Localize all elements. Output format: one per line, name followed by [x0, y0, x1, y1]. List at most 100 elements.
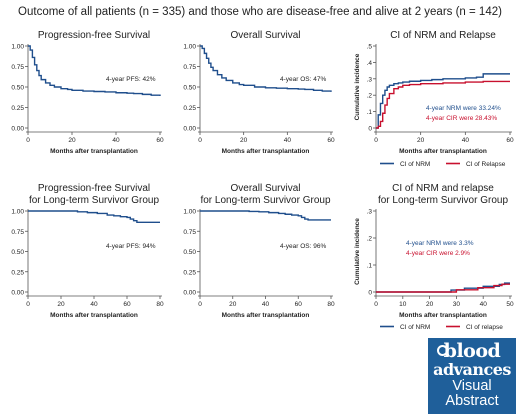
- y-tick-label: 1.00: [11, 209, 24, 216]
- series-line: [28, 45, 161, 97]
- series-line: [376, 283, 510, 293]
- y-axis-label: Cumulative incidence: [354, 53, 361, 120]
- x-tick-label: 0: [374, 301, 378, 308]
- legend-label: CI of relapse: [466, 324, 503, 331]
- legend-label: CI of NRM: [400, 324, 430, 331]
- y-tick-label: 1.00: [183, 209, 196, 216]
- y-tick-label: 0.25: [183, 269, 196, 276]
- y-tick-label: .5: [367, 44, 373, 51]
- chart-annotation: 4-year NRM were 33.24%: [426, 105, 501, 112]
- y-tick-label: .2: [367, 236, 373, 243]
- chart-title: Overall Survival: [230, 30, 300, 41]
- chart-annotation: 4-year OS: 96%: [280, 243, 326, 250]
- y-tick-label: 0.75: [11, 229, 24, 236]
- y-tick-label: 0.00: [11, 290, 24, 297]
- x-tick-label: 0: [26, 301, 30, 308]
- x-tick-label: 80: [156, 301, 164, 308]
- x-tick-label: 10: [399, 301, 407, 308]
- chart-annotation: 4-year PFS: 42%: [106, 76, 156, 83]
- y-tick-label: 0.00: [11, 126, 24, 133]
- x-axis-label: Months after transplantation: [222, 312, 310, 319]
- y-tick-label: 0: [368, 290, 372, 297]
- y-tick-label: 0.25: [11, 269, 24, 276]
- chart-title: Progression-free Survival: [38, 30, 150, 41]
- x-tick-label: 20: [426, 301, 434, 308]
- y-tick-label: .1: [367, 109, 373, 116]
- chart-title: CI of NRM and Relapse: [390, 30, 496, 41]
- x-tick-label: 20: [68, 137, 76, 144]
- y-tick-label: 0.75: [183, 64, 196, 71]
- x-tick-label: 40: [480, 301, 488, 308]
- y-tick-label: .2: [367, 93, 373, 100]
- y-tick-label: 0.75: [183, 229, 196, 236]
- x-tick-label: 60: [123, 301, 131, 308]
- chart-subtitle: for Long-term Survivor Group: [378, 195, 508, 206]
- chart-subtitle: for Long-term Survivor Group: [200, 195, 330, 206]
- main-title: Outcome of all patients (n = 335) and th…: [18, 6, 502, 18]
- y-tick-label: 1.00: [183, 44, 196, 51]
- chart-title: Progression-free Survival: [38, 183, 150, 194]
- x-tick-label: 60: [327, 137, 335, 144]
- logo-line-3b: Abstract: [445, 393, 499, 409]
- x-axis-label: Months after transplantation: [50, 312, 138, 319]
- x-tick-label: 0: [26, 137, 30, 144]
- x-axis-label: Months after transplantation: [399, 148, 487, 155]
- x-tick-label: 20: [417, 137, 425, 144]
- y-tick-label: .3: [367, 209, 373, 216]
- x-tick-label: 60: [295, 301, 303, 308]
- x-tick-label: 40: [262, 301, 270, 308]
- x-tick-label: 50: [506, 301, 514, 308]
- y-tick-label: 0.00: [183, 126, 196, 133]
- legend-label: CI of Relapse: [466, 161, 506, 168]
- x-axis-label: Months after transplantation: [399, 312, 487, 319]
- x-tick-label: 20: [240, 137, 248, 144]
- x-tick-label: 40: [462, 137, 470, 144]
- chart-annotation: 4-year OS: 47%: [280, 76, 326, 83]
- chart-title: Overall Survival: [230, 183, 300, 194]
- logo-line-3a: Visual: [452, 378, 492, 394]
- series-line: [200, 210, 331, 221]
- y-tick-label: 0: [368, 126, 372, 133]
- y-axis-label: Cumulative incidence: [354, 218, 361, 285]
- logo-line-2: advances: [433, 360, 511, 379]
- series-line: [200, 45, 332, 92]
- x-tick-label: 0: [198, 301, 202, 308]
- y-tick-label: 0.50: [183, 85, 196, 92]
- x-axis-label: Months after transplantation: [50, 148, 138, 155]
- x-tick-label: 30: [453, 301, 461, 308]
- y-tick-label: 0.75: [11, 64, 24, 71]
- series-line: [28, 210, 160, 224]
- chart-subtitle: for Long-term Survivor Group: [29, 195, 159, 206]
- chart-annotation: 4-year NRM were 3.3%: [406, 240, 474, 247]
- x-tick-label: 80: [327, 301, 335, 308]
- blood-advances-logo: blood advances Visual Abstract: [428, 338, 516, 414]
- chart-annotation: 4-year CIR were 2.9%: [406, 250, 470, 257]
- x-tick-label: 40: [284, 137, 292, 144]
- logo-line-1: blood: [443, 340, 501, 362]
- y-tick-label: 0.25: [183, 105, 196, 112]
- y-tick-label: 0.50: [11, 85, 24, 92]
- y-tick-label: .3: [367, 76, 373, 83]
- x-tick-label: 40: [112, 137, 120, 144]
- series-line: [376, 80, 510, 129]
- y-tick-label: 0.50: [183, 249, 196, 256]
- x-tick-label: 0: [374, 137, 378, 144]
- y-tick-label: 0.50: [11, 249, 24, 256]
- x-tick-label: 40: [90, 301, 98, 308]
- series-line: [376, 73, 510, 129]
- chart-annotation: 4-year CIR were 28.43%: [426, 115, 497, 122]
- y-tick-label: 0.25: [11, 105, 24, 112]
- x-tick-label: 60: [506, 137, 514, 144]
- y-tick-label: 1.00: [11, 44, 24, 51]
- x-tick-label: 0: [198, 137, 202, 144]
- x-tick-label: 60: [156, 137, 164, 144]
- x-tick-label: 20: [229, 301, 237, 308]
- logo-line-3: Visual Abstract: [428, 379, 516, 409]
- legend-label: CI of NRM: [400, 161, 430, 168]
- y-tick-label: 0.00: [183, 290, 196, 297]
- chart-title: CI of NRM and relapse: [392, 183, 494, 194]
- x-axis-label: Months after transplantation: [222, 148, 310, 155]
- blood-drop-icon: [437, 345, 448, 356]
- chart-annotation: 4-year PFS: 94%: [106, 243, 156, 250]
